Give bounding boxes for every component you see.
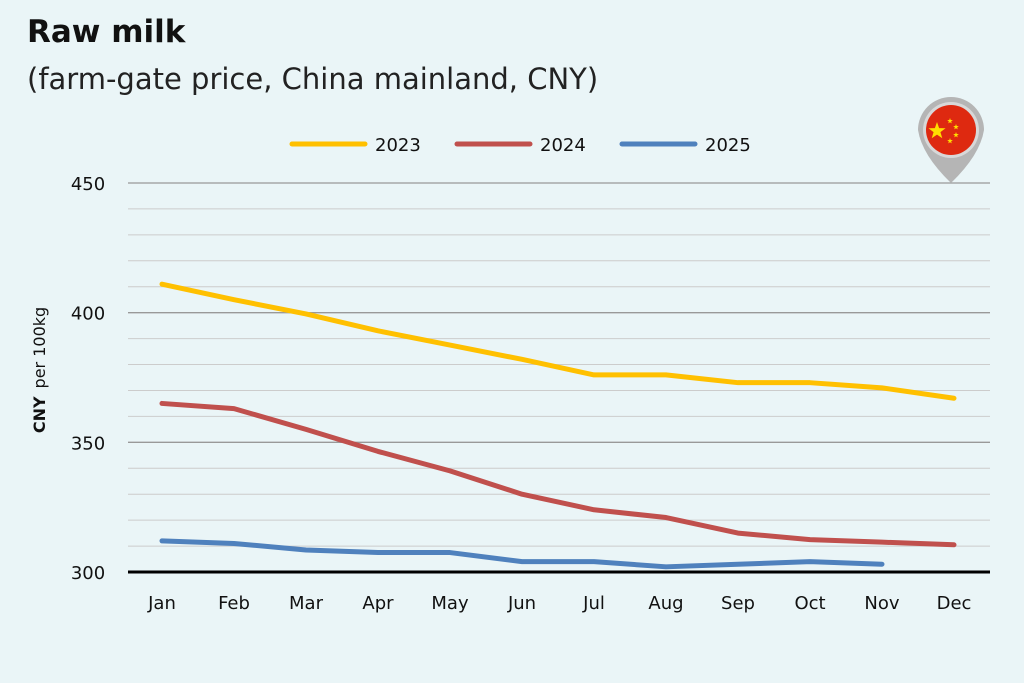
data-point-2024-Oct xyxy=(809,539,811,541)
data-point-2023-Aug xyxy=(665,374,667,376)
legend-label-2024: 2024 xyxy=(540,135,586,156)
data-point-2023-Dec xyxy=(953,397,955,399)
x-tick-label: Oct xyxy=(794,593,825,614)
chart-subtitle: (farm-gate price, China mainland, CNY) xyxy=(27,62,599,96)
data-point-2024-Mar xyxy=(305,428,307,430)
x-tick-label: Dec xyxy=(937,593,972,614)
series-line-2023 xyxy=(159,281,957,401)
x-tick-label: Jan xyxy=(147,593,176,614)
y-tick-label: 300 xyxy=(71,563,105,584)
data-point-2025-Jul xyxy=(593,561,595,563)
x-tick-label: Sep xyxy=(721,593,755,614)
data-point-2024-Sep xyxy=(737,532,739,534)
x-tick-label: Aug xyxy=(648,593,683,614)
data-point-2025-Jun xyxy=(521,561,523,563)
data-point-2025-Mar xyxy=(305,549,307,551)
data-point-2024-Jul xyxy=(593,509,595,511)
data-point-2023-Jan xyxy=(161,283,163,285)
data-point-2024-Nov xyxy=(881,541,883,543)
data-point-2023-Sep xyxy=(737,382,739,384)
data-point-2023-Nov xyxy=(881,387,883,389)
data-point-2023-Mar xyxy=(305,313,307,315)
data-point-2025-Aug xyxy=(665,566,667,568)
data-point-2023-Jun xyxy=(521,358,523,360)
series-line-2024 xyxy=(159,400,957,548)
x-tick-label: May xyxy=(431,593,469,614)
series-line-2025 xyxy=(159,538,885,570)
y-tick-label: 350 xyxy=(71,433,105,454)
data-point-2024-Jan xyxy=(161,402,163,404)
chart-title: Raw milk xyxy=(27,14,186,50)
data-point-2025-Feb xyxy=(233,542,235,544)
data-point-2024-Feb xyxy=(233,408,235,410)
y-tick-label: 400 xyxy=(71,304,105,325)
x-tick-label: Feb xyxy=(218,593,250,614)
data-point-2023-Oct xyxy=(809,382,811,384)
data-point-2023-May xyxy=(449,344,451,346)
data-point-2023-Feb xyxy=(233,299,235,301)
data-point-2025-Oct xyxy=(809,561,811,563)
data-point-2025-May xyxy=(449,552,451,554)
china-flag-pin-icon xyxy=(918,97,984,183)
x-tick-label: Apr xyxy=(362,593,394,614)
y-axis-label: CNYper 100kg xyxy=(30,307,49,433)
data-point-2023-Apr xyxy=(377,330,379,332)
data-point-2023-Jul xyxy=(593,374,595,376)
legend-label-2025: 2025 xyxy=(705,135,751,156)
x-tick-label: Mar xyxy=(289,593,324,614)
data-point-2024-May xyxy=(449,470,451,472)
legend-label-2023: 2023 xyxy=(375,135,421,156)
data-point-2024-Jun xyxy=(521,493,523,495)
data-point-2024-Dec xyxy=(953,544,955,546)
data-point-2025-Apr xyxy=(377,552,379,554)
x-tick-label: Jul xyxy=(582,593,605,614)
data-point-2024-Apr xyxy=(377,450,379,452)
x-tick-label: Nov xyxy=(864,593,899,614)
y-tick-label: 450 xyxy=(71,174,105,195)
data-point-2025-Jan xyxy=(161,540,163,542)
data-point-2025-Nov xyxy=(881,563,883,565)
x-tick-label: Jun xyxy=(507,593,536,614)
data-point-2024-Aug xyxy=(665,517,667,519)
data-point-2025-Sep xyxy=(737,563,739,565)
